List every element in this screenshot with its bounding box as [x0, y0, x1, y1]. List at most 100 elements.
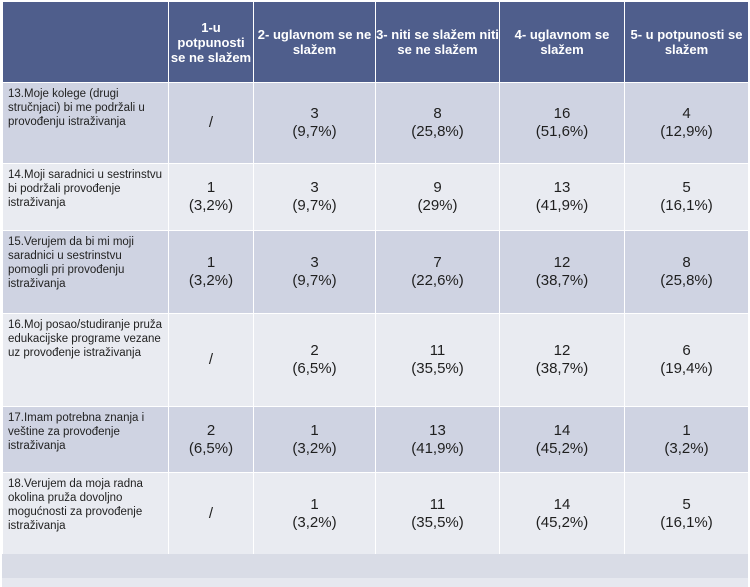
count-value: 8: [682, 254, 691, 271]
count-value: 1: [682, 421, 691, 439]
percent-value: (9,7%): [292, 123, 337, 140]
answer-cell-3: 7 (22,6%): [375, 230, 500, 314]
answer-cell-2: 1 (3,2%): [253, 472, 376, 555]
answer-cell-4: 12 (38,7%): [499, 313, 625, 407]
answer-cell-1: 2 (6,5%): [168, 406, 254, 473]
table-row: 17.Imam potrebna znanja i veštine za pro…: [2, 406, 749, 473]
answer-cell-1: /: [168, 82, 254, 164]
answer-cell-3: 11 (35,5%): [375, 472, 500, 555]
count-value: 2: [310, 342, 319, 359]
count-value: /: [208, 351, 214, 368]
count-value: 12: [553, 342, 571, 359]
question-cell: 13.Moje kolege (drugi stručnjaci) bi me …: [2, 82, 169, 164]
percent-value: (22,6%): [411, 272, 464, 289]
answer-cell-3: 11 (35,5%): [375, 313, 500, 407]
percent-value: (38,7%): [535, 272, 589, 289]
answer-cell-1: 1 (3,2%): [168, 230, 254, 314]
count-value: /: [208, 114, 214, 131]
table-body: 13.Moje kolege (drugi stručnjaci) bi me …: [2, 82, 749, 555]
count-value: 2: [206, 421, 216, 439]
percent-value: (3,2%): [292, 439, 337, 457]
count-value: 1: [310, 495, 319, 513]
table-footer-strip: [2, 554, 748, 587]
survey-table-container: 1-u potpunosti se ne slažem 2- uglavnom …: [2, 1, 749, 555]
percent-value: (9,7%): [292, 272, 337, 289]
count-value: 1: [206, 254, 216, 271]
header-col-2: 2- uglavnom se ne slažem: [253, 1, 376, 83]
percent-value: (6,5%): [292, 360, 337, 377]
percent-value: (41,9%): [411, 439, 464, 457]
count-value: 5: [682, 495, 691, 513]
percent-value: (12,9%): [660, 123, 713, 140]
answer-cell-5: 4 (12,9%): [624, 82, 749, 164]
answer-cell-5: 1 (3,2%): [624, 406, 749, 473]
percent-value: (35,5%): [411, 360, 464, 377]
count-value: 9: [433, 179, 442, 196]
count-value: 3: [310, 105, 319, 122]
answer-cell-2: 3 (9,7%): [253, 230, 376, 314]
count-value: 6: [682, 342, 691, 359]
percent-value: (16,1%): [660, 197, 713, 214]
footer-divider: [2, 578, 748, 587]
answer-cell-3: 9 (29%): [375, 163, 500, 231]
count-value: 14: [553, 421, 571, 439]
count-value: 13: [553, 179, 571, 196]
table-row: 18.Verujem da moja radna okolina pruža d…: [2, 472, 749, 555]
answer-cell-4: 16 (51,6%): [499, 82, 625, 164]
percent-value: (25,8%): [660, 272, 713, 289]
header-col-3: 3- niti se slažem niti se ne slažem: [375, 1, 500, 83]
answer-cell-1: 1 (3,2%): [168, 163, 254, 231]
percent-value: (45,2%): [535, 513, 589, 531]
question-cell: 17.Imam potrebna znanja i veštine za pro…: [2, 406, 169, 473]
question-cell: 18.Verujem da moja radna okolina pruža d…: [2, 472, 169, 555]
table-header: 1-u potpunosti se ne slažem 2- uglavnom …: [2, 1, 749, 83]
table-row: 16.Moj posao/studiranje pruža edukacijsk…: [2, 313, 749, 407]
header-col-4: 4- uglavnom se slažem: [499, 1, 625, 83]
count-value: 11: [429, 495, 446, 513]
percent-value: (3,2%): [188, 197, 234, 214]
answer-cell-4: 12 (38,7%): [499, 230, 625, 314]
percent-value: (35,5%): [411, 513, 464, 531]
count-value: /: [208, 504, 214, 522]
question-cell: 15.Verujem da bi mi moji saradnici u ses…: [2, 230, 169, 314]
count-value: 13: [429, 421, 446, 439]
answer-cell-5: 6 (19,4%): [624, 313, 749, 407]
answer-cell-4: 14 (45,2%): [499, 406, 625, 473]
survey-results-table: 1-u potpunosti se ne slažem 2- uglavnom …: [2, 1, 749, 555]
answer-cell-2: 3 (9,7%): [253, 163, 376, 231]
percent-value: (38,7%): [535, 360, 589, 377]
answer-cell-2: 1 (3,2%): [253, 406, 376, 473]
header-corner-cell: [2, 1, 169, 83]
percent-value: (25,8%): [411, 123, 464, 140]
header-col-1: 1-u potpunosti se ne slažem: [168, 1, 254, 83]
percent-value: (16,1%): [660, 513, 713, 531]
answer-cell-1: /: [168, 472, 254, 555]
question-cell: 14.Moji saradnici u sestrinstvu bi podrž…: [2, 163, 169, 231]
count-value: 3: [310, 254, 319, 271]
answer-cell-4: 14 (45,2%): [499, 472, 625, 555]
count-value: 7: [433, 254, 442, 271]
header-col-5: 5- u potpunosti se slažem: [624, 1, 749, 83]
percent-value: (19,4%): [660, 360, 713, 377]
answer-cell-2: 3 (9,7%): [253, 82, 376, 164]
header-row: 1-u potpunosti se ne slažem 2- uglavnom …: [2, 1, 749, 83]
answer-cell-5: 5 (16,1%): [624, 472, 749, 555]
answer-cell-5: 5 (16,1%): [624, 163, 749, 231]
table-row: 15.Verujem da bi mi moji saradnici u ses…: [2, 230, 749, 314]
table-row: 14.Moji saradnici u sestrinstvu bi podrž…: [2, 163, 749, 231]
count-value: 11: [429, 342, 446, 359]
count-value: 1: [206, 179, 216, 196]
answer-cell-4: 13 (41,9%): [499, 163, 625, 231]
answer-cell-1: /: [168, 313, 254, 407]
question-cell: 16.Moj posao/studiranje pruža edukacijsk…: [2, 313, 169, 407]
count-value: 1: [310, 421, 319, 439]
table-row: 13.Moje kolege (drugi stručnjaci) bi me …: [2, 82, 749, 164]
percent-value: (45,2%): [535, 439, 589, 457]
count-value: 8: [433, 105, 442, 122]
answer-cell-3: 8 (25,8%): [375, 82, 500, 164]
percent-value: (6,5%): [188, 439, 234, 457]
count-value: 4: [682, 105, 691, 122]
percent-value: (29%): [417, 197, 458, 214]
count-value: 12: [553, 254, 571, 271]
answer-cell-5: 8 (25,8%): [624, 230, 749, 314]
